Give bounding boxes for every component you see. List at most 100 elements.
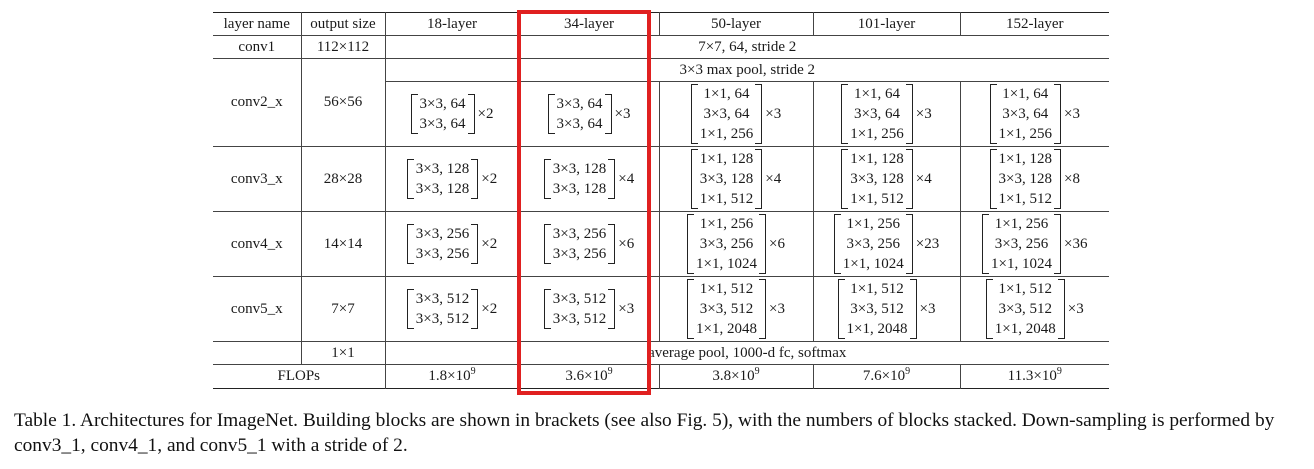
block-layer-line: 3×3, 256 [994,236,1049,252]
stage-output-size: 7×7 [301,276,386,342]
block-bracket: 1×1, 64 3×3, 64 1×1, 256 [690,84,763,144]
block-layer-line: 1×1, 256 [850,126,904,142]
stage-row: conv4_x 14×14 3×3, 256 3×3, 256 ×2 3×3, 256 3×… [213,211,1109,277]
block-layer-line: 3×3, 64 [556,96,603,112]
block-spec: 1×1, 512 3×3, 512 1×1, 2048 ×3 [687,279,785,339]
block-spec: 3×3, 128 3×3, 128 ×4 [543,159,635,199]
block-spec: 1×1, 128 3×3, 128 1×1, 512 ×4 [690,149,782,209]
block-bracket: 1×1, 128 3×3, 128 1×1, 512 [989,149,1061,209]
stage-row: conv3_x 28×28 3×3, 128 3×3, 128 ×2 3×3, 128 3×… [213,146,1109,212]
block-bracket: 1×1, 256 3×3, 256 1×1, 1024 [833,214,913,274]
conv1-row: conv1 112×112 7×7, 64, stride 2 [213,35,1109,59]
block-layer-line: 3×3, 512 [850,301,904,317]
flops-row: FLOPs 1.8×109 3.6×109 3.8×109 7.6×109 11.3×10… [213,364,1109,389]
block-cell: 1×1, 64 3×3, 64 1×1, 256 ×3 [813,81,961,147]
block-layer-line: 3×3, 512 [552,311,607,327]
block-multiplier: ×4 [765,170,782,187]
block-bracket: 1×1, 128 3×3, 128 1×1, 512 [690,149,763,209]
block-bracket: 3×3, 512 3×3, 512 [406,289,479,329]
conv1-name: conv1 [213,35,302,59]
block-spec: 3×3, 64 3×3, 64 ×3 [547,94,631,134]
block-cell: 1×1, 512 3×3, 512 1×1, 2048 ×3 [960,276,1109,342]
flops-label: FLOPs [213,364,386,389]
block-layer-line: 1×1, 256 [998,126,1052,142]
block-layer-line: 3×3, 128 [699,171,754,187]
header-34-layer: 34-layer [519,12,660,36]
block-cell: 1×1, 256 3×3, 256 1×1, 1024 ×36 [960,211,1109,277]
block-multiplier: ×8 [1064,170,1080,187]
block-layer-line: 1×1, 128 [850,151,904,167]
block-cell: 1×1, 64 3×3, 64 1×1, 256 ×3 [659,81,814,147]
block-layer-line: 1×1, 64 [1002,86,1049,102]
block-layer-line: 3×3, 256 [552,246,607,262]
block-multiplier: ×3 [614,105,631,122]
architecture-table: layer name output size 18-layer 34-layer… [213,12,1109,389]
block-bracket: 3×3, 256 3×3, 256 [543,224,616,264]
block-multiplier: ×2 [481,300,498,317]
block-layer-line: 3×3, 256 [552,226,607,242]
header-row: layer name output size 18-layer 34-layer… [213,12,1109,36]
block-cell: 3×3, 256 3×3, 256 ×2 [385,211,520,277]
block-layer-line: 1×1, 2048 [994,321,1056,337]
flops-base: 7.6×10 [862,368,906,384]
header-layer-name: layer name [213,12,302,36]
block-spec: 3×3, 64 3×3, 64 ×2 [410,94,494,134]
block-layer-line: 1×1, 512 [998,191,1052,207]
block-layer-line: 3×3, 64 [556,116,603,132]
block-multiplier: ×2 [481,170,498,187]
block-layer-line: 3×3, 256 [699,236,754,252]
block-layer-line: 1×1, 512 [699,281,754,297]
block-layer-line: 3×3, 128 [415,161,470,177]
flops-value: 7.6×109 [813,364,961,389]
flops-exponent: 9 [1056,366,1062,377]
block-layer-line: 1×1, 512 [998,281,1052,297]
block-layer-line: 1×1, 1024 [991,256,1052,272]
avgpool-size: 1×1 [301,341,386,365]
stage-name: conv3_x [213,146,302,212]
block-bracket: 1×1, 256 3×3, 256 1×1, 1024 [687,214,766,274]
block-layer-line: 1×1, 1024 [696,256,757,272]
block-layer-line: 1×1, 128 [998,151,1052,167]
header-50-layer: 50-layer [659,12,814,36]
block-cell: 3×3, 512 3×3, 512 ×3 [519,276,660,342]
stage-row: conv5_x 7×7 3×3, 512 3×3, 512 ×2 3×3, 512 3×3,… [213,276,1109,342]
block-bracket: 1×1, 128 3×3, 128 1×1, 512 [841,149,913,209]
block-layer-line: 1×1, 256 [699,126,754,142]
stage-name: conv4_x [213,211,302,277]
block-multiplier: ×3 [1064,105,1080,122]
flops-value: 11.3×109 [960,364,1109,389]
block-spec: 1×1, 64 3×3, 64 1×1, 256 ×3 [690,84,781,144]
block-cell: 1×1, 128 3×3, 128 1×1, 512 ×4 [813,146,961,212]
block-spec: 3×3, 256 3×3, 256 ×6 [543,224,634,264]
block-bracket: 3×3, 64 3×3, 64 [547,94,612,134]
block-multiplier: ×36 [1064,235,1088,252]
architecture-table-container: layer name output size 18-layer 34-layer… [213,12,1109,389]
table-caption: Table 1. Architectures for ImageNet. Bui… [14,410,1275,456]
block-layer-line: 1×1, 1024 [842,256,904,272]
flops-value: 3.6×109 [519,364,660,389]
block-cell: 3×3, 128 3×3, 128 ×4 [519,146,660,212]
block-multiplier: ×2 [477,105,494,122]
block-layer-line: 3×3, 128 [552,181,607,197]
block-layer-line: 1×1, 512 [699,191,754,207]
block-spec: 1×1, 128 3×3, 128 1×1, 512 ×4 [841,149,932,209]
block-bracket: 1×1, 512 3×3, 512 1×1, 2048 [985,279,1065,339]
block-layer-line: 3×3, 256 [846,236,900,252]
block-layer-line: 1×1, 128 [699,151,754,167]
flops-exponent: 9 [470,366,476,377]
block-layer-line: 1×1, 512 [850,281,904,297]
block-layer-line: 3×3, 64 [703,106,750,122]
block-layer-line: 3×3, 512 [699,301,754,317]
block-multiplier: ×4 [618,170,635,187]
flops-exponent: 9 [905,366,911,377]
block-layer-line: 3×3, 512 [552,291,607,307]
block-layer-line: 1×1, 512 [850,191,904,207]
block-cell: 3×3, 64 3×3, 64 ×3 [519,81,660,147]
block-layer-line: 1×1, 64 [854,86,900,102]
block-bracket: 1×1, 256 3×3, 256 1×1, 1024 [982,214,1061,274]
block-layer-line: 3×3, 512 [415,311,470,327]
block-spec: 3×3, 512 3×3, 512 ×2 [406,289,498,329]
block-layer-line: 3×3, 512 [415,291,470,307]
block-spec: 1×1, 256 3×3, 256 1×1, 1024 ×36 [982,214,1087,274]
block-layer-line: 1×1, 256 [699,216,754,232]
